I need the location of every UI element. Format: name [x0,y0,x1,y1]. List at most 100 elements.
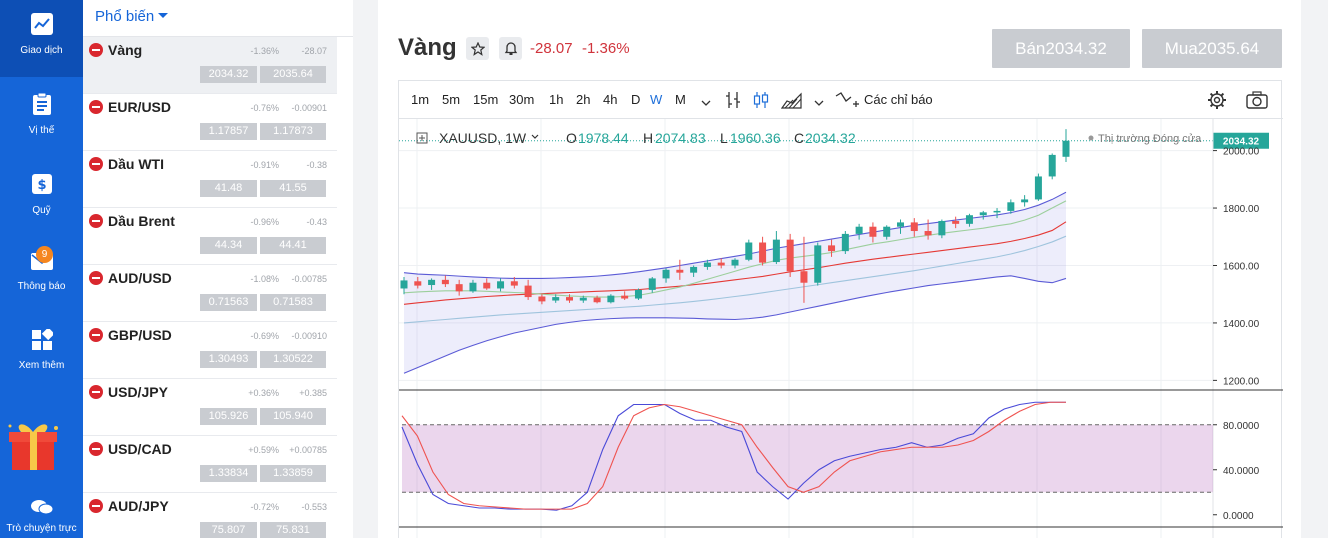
remove-icon[interactable] [89,385,103,399]
remove-icon[interactable] [89,442,103,456]
bid-price-button[interactable]: 41.48 [200,180,257,197]
watchlist-row[interactable]: GBP/USD -0.69% -0.00910 1.30493 1.30522 [83,322,337,379]
sell-button[interactable]: Bán2034.32 [992,29,1130,68]
bar-style-icon[interactable] [725,91,741,114]
ask-price-button[interactable]: 105.940 [260,408,326,425]
change-value: -28.07 [301,46,327,56]
bid-price-button[interactable]: 44.34 [200,237,257,254]
timeframe-M[interactable]: M [675,92,686,107]
chevron-down-icon[interactable] [701,94,711,112]
timeframe-5m[interactable]: 5m [442,92,461,107]
candlestick-style-icon[interactable] [753,91,769,114]
oscillator-axis-label: 80.0000 [1223,421,1260,432]
indicator-line [403,200,1067,298]
candle-body [828,245,836,252]
area-style-icon[interactable] [780,91,803,114]
bid-price-button[interactable]: 75.807 [200,522,257,538]
watchlist-row[interactable]: Dầu WTI -0.91% -0.38 41.48 41.55 [83,151,337,208]
oscillator-line [401,401,1066,511]
bid-price-button[interactable]: 1.17857 [200,123,257,140]
bollinger-band-fill [404,192,1066,374]
nav-item-trade[interactable]: Giao dịch [0,0,83,77]
price-axis-label: 1800.00 [1223,204,1260,215]
favorite-button[interactable] [466,37,489,60]
svg-text:$: $ [37,178,46,193]
instrument-name: Dầu Brent [108,213,175,229]
ask-price-button[interactable]: 75.831 [260,522,326,538]
bid-price-button[interactable]: 1.33834 [200,465,257,482]
indicators-icon[interactable] [835,90,859,115]
candle-body [662,269,670,279]
price-chart[interactable]: 2034.322000.001800.001600.001400.001200.… [399,119,1283,538]
ask-price-button[interactable]: 41.55 [260,180,326,197]
indicators-button[interactable]: Các chỉ báo [864,92,933,107]
ask-price-button[interactable]: 1.30522 [260,351,326,368]
chart-toolbar: 1m 5m 15m 30m 1h 2h 4h D W M Các chỉ báo [399,81,1283,119]
ohlc-open-value: 1978.44 [578,130,629,146]
timeframe-30m[interactable]: 30m [509,92,535,107]
nav-item-funds[interactable]: $ Quỹ [0,172,83,216]
candle-body [965,215,973,224]
symbol-title: Vàng [398,34,457,61]
timeframe-1h[interactable]: 1h [549,92,564,107]
candle-body [676,269,684,273]
candle-body [731,259,739,266]
change-percent: -0.76% [250,103,279,113]
candle-body [1021,199,1029,203]
instrument-name: EUR/USD [108,99,172,115]
candle-body [924,231,932,236]
watchlist-row[interactable]: AUD/USD -1.08% -0.00785 0.71563 0.71583 [83,265,337,322]
remove-icon[interactable] [89,43,103,57]
watchlist-row[interactable]: USD/CAD +0.59% +0.00785 1.33834 1.33859 [83,436,337,493]
nav-label: Giao dịch [20,45,63,56]
ohlc-close-value: 2034.32 [805,130,856,146]
price-alert-button[interactable] [499,37,522,60]
nav-item-chat[interactable]: Trò chuyện trực [0,498,83,534]
candle-body [786,239,794,272]
watchlist-row[interactable]: EUR/USD -0.76% -0.00901 1.17857 1.17873 [83,94,337,151]
remove-icon[interactable] [89,100,103,114]
candle-body [883,226,891,237]
chevron-down-icon[interactable] [814,94,824,112]
chart-container[interactable]: 1m 5m 15m 30m 1h 2h 4h D W M Các chỉ báo [398,80,1283,538]
ask-price-button[interactable]: 44.41 [260,237,326,254]
price-axis-label: 1600.00 [1223,261,1260,272]
timeframe-2h[interactable]: 2h [576,92,591,107]
nav-item-more[interactable]: Xem thêm [0,327,83,371]
watchlist-dropdown[interactable]: Phổ biến [83,0,353,37]
bid-price-button[interactable]: 1.30493 [200,351,257,368]
timeframe-15m[interactable]: 15m [473,92,499,107]
timeframe-D[interactable]: D [631,92,641,107]
buy-button[interactable]: Mua2035.64 [1142,29,1282,68]
change-percent: +0.36% [248,388,279,398]
gift-promo-icon[interactable] [6,418,60,474]
chart-line-icon [30,13,53,35]
camera-icon[interactable] [1246,91,1268,114]
watchlist-row[interactable]: USD/JPY +0.36% +0.385 105.926 105.940 [83,379,337,436]
nav-item-positions[interactable]: Vị thế [0,92,83,136]
remove-icon[interactable] [89,499,103,513]
bid-price-button[interactable]: 105.926 [200,408,257,425]
instrument-name: AUD/JPY [108,498,169,514]
ask-price-button[interactable]: 1.33859 [260,465,326,482]
bid-price-button[interactable]: 0.71563 [200,294,257,311]
timeframe-W[interactable]: W [650,92,663,107]
watchlist-row[interactable]: Dầu Brent -0.96% -0.43 44.34 44.41 [83,208,337,265]
timeframe-4h[interactable]: 4h [603,92,618,107]
timeframe-1m[interactable]: 1m [411,92,430,107]
remove-icon[interactable] [89,271,103,285]
watchlist-row[interactable]: Vàng -1.36% -28.07 2034.32 2035.64 [83,37,337,94]
remove-icon[interactable] [89,328,103,342]
ask-price-button[interactable]: 2035.64 [260,66,326,83]
nav-item-notifications[interactable]: 9 Thông báo [0,246,83,292]
remove-icon[interactable] [89,157,103,171]
instrument-name: USD/CAD [108,441,172,457]
ask-price-button[interactable]: 0.71583 [260,294,326,311]
ask-price-button[interactable]: 1.17873 [260,123,326,140]
watchlist-row[interactable]: AUD/JPY -0.72% -0.553 75.807 75.831 [83,493,337,538]
side-nav: Giao dịch Vị thế $ Quỹ 9 Thông báo [0,0,83,538]
remove-icon[interactable] [89,214,103,228]
bid-price-button[interactable]: 2034.32 [200,66,257,83]
gear-icon[interactable] [1207,90,1227,115]
candle-body [1007,202,1015,211]
